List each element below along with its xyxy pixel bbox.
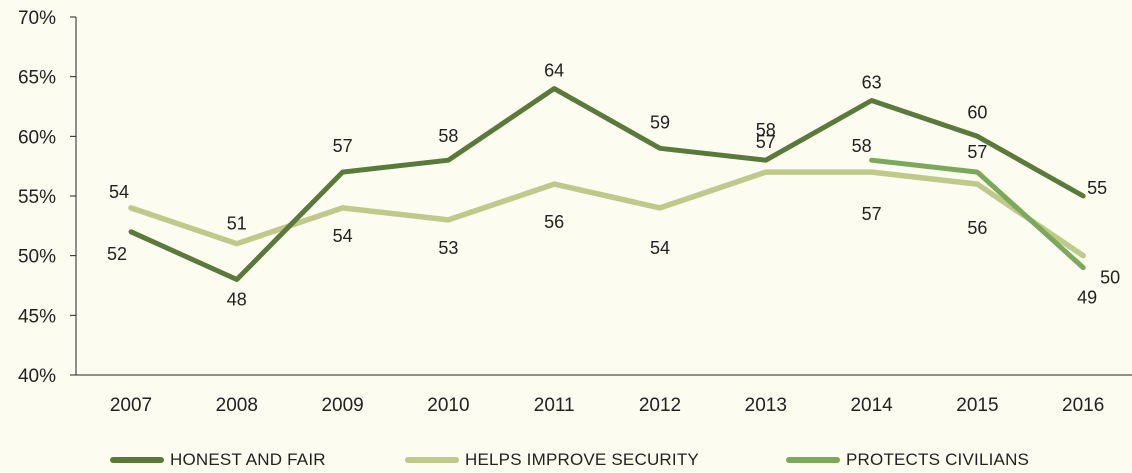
data-label: 57 <box>967 142 987 162</box>
data-label: 60 <box>967 102 987 122</box>
data-label: 54 <box>109 182 129 202</box>
legend-swatch-helps-improve-security <box>405 456 459 463</box>
data-label: 56 <box>544 212 564 232</box>
x-tick-label: 2016 <box>1062 395 1104 416</box>
data-label: 57 <box>756 132 776 152</box>
x-tick-label: 2013 <box>745 395 787 416</box>
data-label: 59 <box>650 112 670 132</box>
legend-item-protects-civilians: PROTECTS CIVILIANS <box>786 446 1029 473</box>
legend-item-helps-improve-security: HELPS IMPROVE SECURITY <box>405 446 699 473</box>
x-tick-label: 2007 <box>110 395 152 416</box>
x-tick-label: 2008 <box>216 395 258 416</box>
data-label: 50 <box>1100 268 1120 288</box>
chart-legend: HONEST AND FAIR HELPS IMPROVE SECURITY P… <box>0 446 1132 473</box>
data-label: 63 <box>862 73 882 93</box>
series-lines <box>128 86 1086 282</box>
legend-label: HELPS IMPROVE SECURITY <box>465 449 699 469</box>
data-label: 64 <box>544 61 564 81</box>
line-chart: 70%65%60%55%50%45%40% 2007 2008 2009 2010 20… <box>18 8 1132 416</box>
y-tick-label: 55% <box>18 187 56 208</box>
data-label: 57 <box>862 204 882 224</box>
y-tick-label: 40% <box>18 366 56 387</box>
x-tick-label: 2010 <box>427 395 469 416</box>
y-tick-label: 60% <box>18 127 56 148</box>
y-axis-ticks: 70% 65% 60% 55% 50% 45% 40% <box>18 8 76 387</box>
y-tick-label: 50% <box>18 247 56 268</box>
data-label: 58 <box>852 136 872 156</box>
x-tick-label: 2012 <box>639 395 681 416</box>
data-label: 57 <box>333 136 353 156</box>
legend-item-honest-and-fair: HONEST AND FAIR <box>110 446 326 473</box>
x-tick-label: 2009 <box>321 395 363 416</box>
series-line-protects-civilians <box>869 157 1086 271</box>
data-label: 54 <box>650 238 670 258</box>
data-label: 54 <box>333 226 353 246</box>
y-tick-label: 65% <box>18 68 56 89</box>
data-label: 56 <box>967 218 987 238</box>
x-tick-label: 2014 <box>850 395 893 416</box>
series-line-honest-and-fair <box>128 86 1086 282</box>
legend-swatch-protects-civilians <box>786 456 840 463</box>
data-label: 58 <box>438 126 458 146</box>
x-tick-label: 2015 <box>956 395 998 416</box>
y-tick-label: 45% <box>18 306 56 327</box>
y-tick-label: 70% <box>18 8 56 29</box>
data-label: 51 <box>227 214 247 234</box>
data-label: 49 <box>1077 288 1097 308</box>
data-label: 52 <box>107 244 127 264</box>
x-tick-label: 2011 <box>534 395 575 416</box>
legend-label: PROTECTS CIVILIANS <box>846 449 1030 469</box>
data-label: 58 <box>756 120 776 140</box>
legend-swatch-honest-and-fair <box>110 456 164 463</box>
data-label: 55 <box>1087 178 1107 198</box>
x-axis-ticks: 2007 2008 2009 2010 2011 2012 2013 2014 2015 2016 <box>110 395 1104 416</box>
legend-label: HONEST AND FAIR <box>170 449 326 469</box>
data-label: 48 <box>227 290 247 310</box>
data-label: 53 <box>438 238 458 258</box>
